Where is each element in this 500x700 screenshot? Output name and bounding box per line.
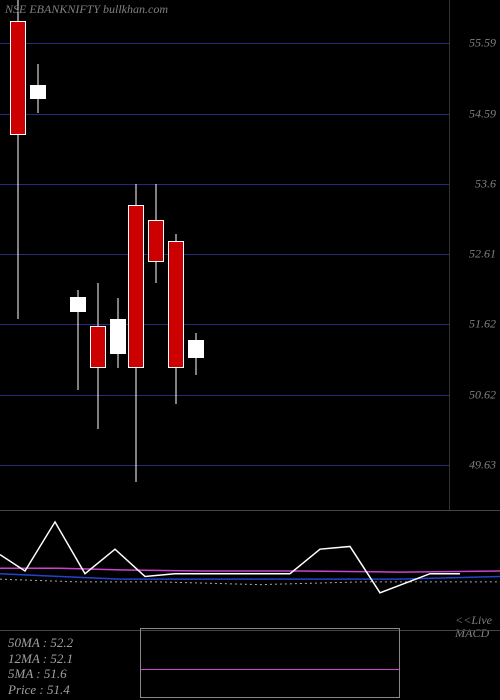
gridline xyxy=(0,465,449,466)
candle xyxy=(128,184,144,482)
info-box-overlay xyxy=(140,628,400,698)
chart-title: NSE EBANKNIFTY bullkhan.com xyxy=(5,2,168,17)
gridline xyxy=(0,43,449,44)
indicator-lines xyxy=(0,511,500,631)
candle xyxy=(110,298,126,369)
price-label: 53.6 xyxy=(475,177,496,192)
candle xyxy=(148,184,164,283)
candle xyxy=(30,64,46,114)
indicator-panel xyxy=(0,510,500,630)
candle xyxy=(90,283,106,428)
candle xyxy=(10,0,26,319)
price-axis: 55.59 54.59 53.6 52.61 51.62 50.62 49.63 xyxy=(450,0,500,510)
gridline xyxy=(0,395,449,396)
price-label: 50.62 xyxy=(469,388,496,403)
price-label: 49.63 xyxy=(469,458,496,473)
info-box-ma-line xyxy=(141,669,399,670)
candle xyxy=(188,333,204,376)
candle xyxy=(168,234,184,404)
price-label: 52.61 xyxy=(469,247,496,262)
price-label: 54.59 xyxy=(469,107,496,122)
price-label: 51.62 xyxy=(469,317,496,332)
price-chart: NSE EBANKNIFTY bullkhan.com xyxy=(0,0,450,510)
gridline xyxy=(0,114,449,115)
candle xyxy=(70,290,86,389)
gridline xyxy=(0,184,449,185)
price-label: 55.59 xyxy=(469,36,496,51)
gridline xyxy=(0,324,449,325)
gridline xyxy=(0,254,449,255)
